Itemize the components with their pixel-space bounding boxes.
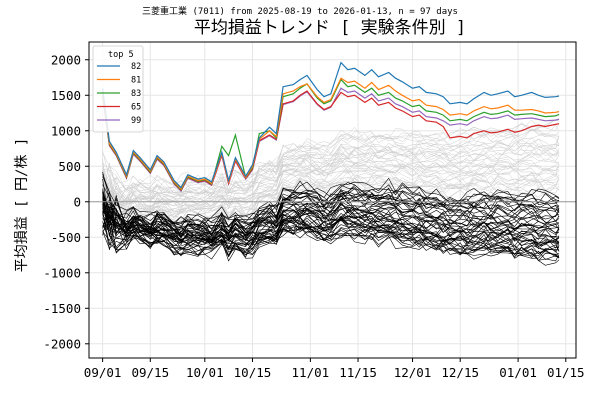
x-tick-label: 11/15 [339,365,377,380]
y-tick-label: 2000 [51,52,81,67]
y-axis-label: 平均損益 [ 円/株 ] [14,138,30,273]
background-series-line [102,175,560,227]
background-series-line [102,202,560,262]
y-axis-ticks: -2000 -1500 -1000 -500 0 500 1000 1500 2000 [43,52,89,351]
y-tick-label: -2000 [43,336,81,351]
x-tick-label: 11/01 [292,365,330,380]
background-series-line [102,171,560,206]
background-series-line [102,206,560,260]
legend-label: 81 [131,76,141,86]
plot-frame [88,41,577,359]
background-series-line [102,191,560,225]
x-tick-label: 12/15 [441,365,479,380]
background-series-line [102,123,560,198]
background-series [102,118,560,266]
legend-label: 65 [131,103,141,113]
y-tick-label: 500 [58,159,81,174]
x-tick-label: 09/01 [84,365,122,380]
background-series-line [102,225,560,266]
background-series-line [102,192,560,258]
x-tick-label: 10/15 [234,365,272,380]
legend-box [92,45,144,133]
background-series-line [102,177,560,231]
background-series-line [102,210,560,250]
background-series-line [102,215,559,254]
background-series-line [102,146,560,214]
background-series-line [102,169,560,223]
background-series-line [102,170,560,230]
background-series-line [102,173,560,237]
background-series-line [102,163,560,218]
series-line-81 [102,77,560,191]
background-series-line [102,215,560,258]
series-line-82 [102,61,560,189]
x-tick-label: 12/01 [394,365,432,380]
plot-area: 09/01 09/15 10/01 10/15 11/01 11/15 12/01 12/15… [43,41,585,380]
x-axis-ticks: 09/01 09/15 10/01 10/15 11/01 11/15 12/01 12/15… [84,358,585,380]
background-series-line [102,201,559,233]
background-series-line [102,158,560,216]
background-series-line [102,190,560,242]
y-tick-label: 1000 [51,123,81,138]
background-series-line [102,200,560,250]
top-series [102,61,560,193]
background-series-line [102,210,560,262]
x-tick-label: 10/01 [186,365,224,380]
legend-title: top 5 [108,50,134,60]
chart-suptitle: 三菱重工業 (7011) from 2025-08-19 to 2026-01-… [142,5,458,17]
background-series-line [102,158,560,207]
background-series-line [102,155,560,213]
background-series-line [102,149,560,225]
chart-title: 平均損益トレンド [ 実験条件別 ] [194,18,466,38]
legend-label: 83 [131,89,141,99]
background-series-line [102,146,560,198]
legend-label: 99 [131,116,141,126]
background-series-line [102,141,560,205]
background-series-line [102,145,560,198]
y-tick-label: 0 [73,194,81,209]
background-series-line [102,176,560,234]
y-tick-label: -1000 [43,265,81,280]
background-series-line [102,138,560,194]
y-tick-label: 1500 [51,88,81,103]
legend: top 5 82 81 83 65 99 [92,45,144,133]
x-tick-label: 09/15 [131,365,169,380]
x-tick-label: 01/01 [499,365,537,380]
background-series-line [102,164,560,219]
background-series-line [102,188,560,239]
background-series-line [102,203,560,260]
background-series-line [102,177,560,228]
y-tick-label: -1500 [43,301,81,316]
background-series-line [102,124,560,208]
x-tick-label: 01/15 [547,365,585,380]
legend-label: 82 [131,62,141,72]
legend-items: 82 81 83 65 99 [97,62,141,126]
y-tick-label: -500 [51,230,81,245]
